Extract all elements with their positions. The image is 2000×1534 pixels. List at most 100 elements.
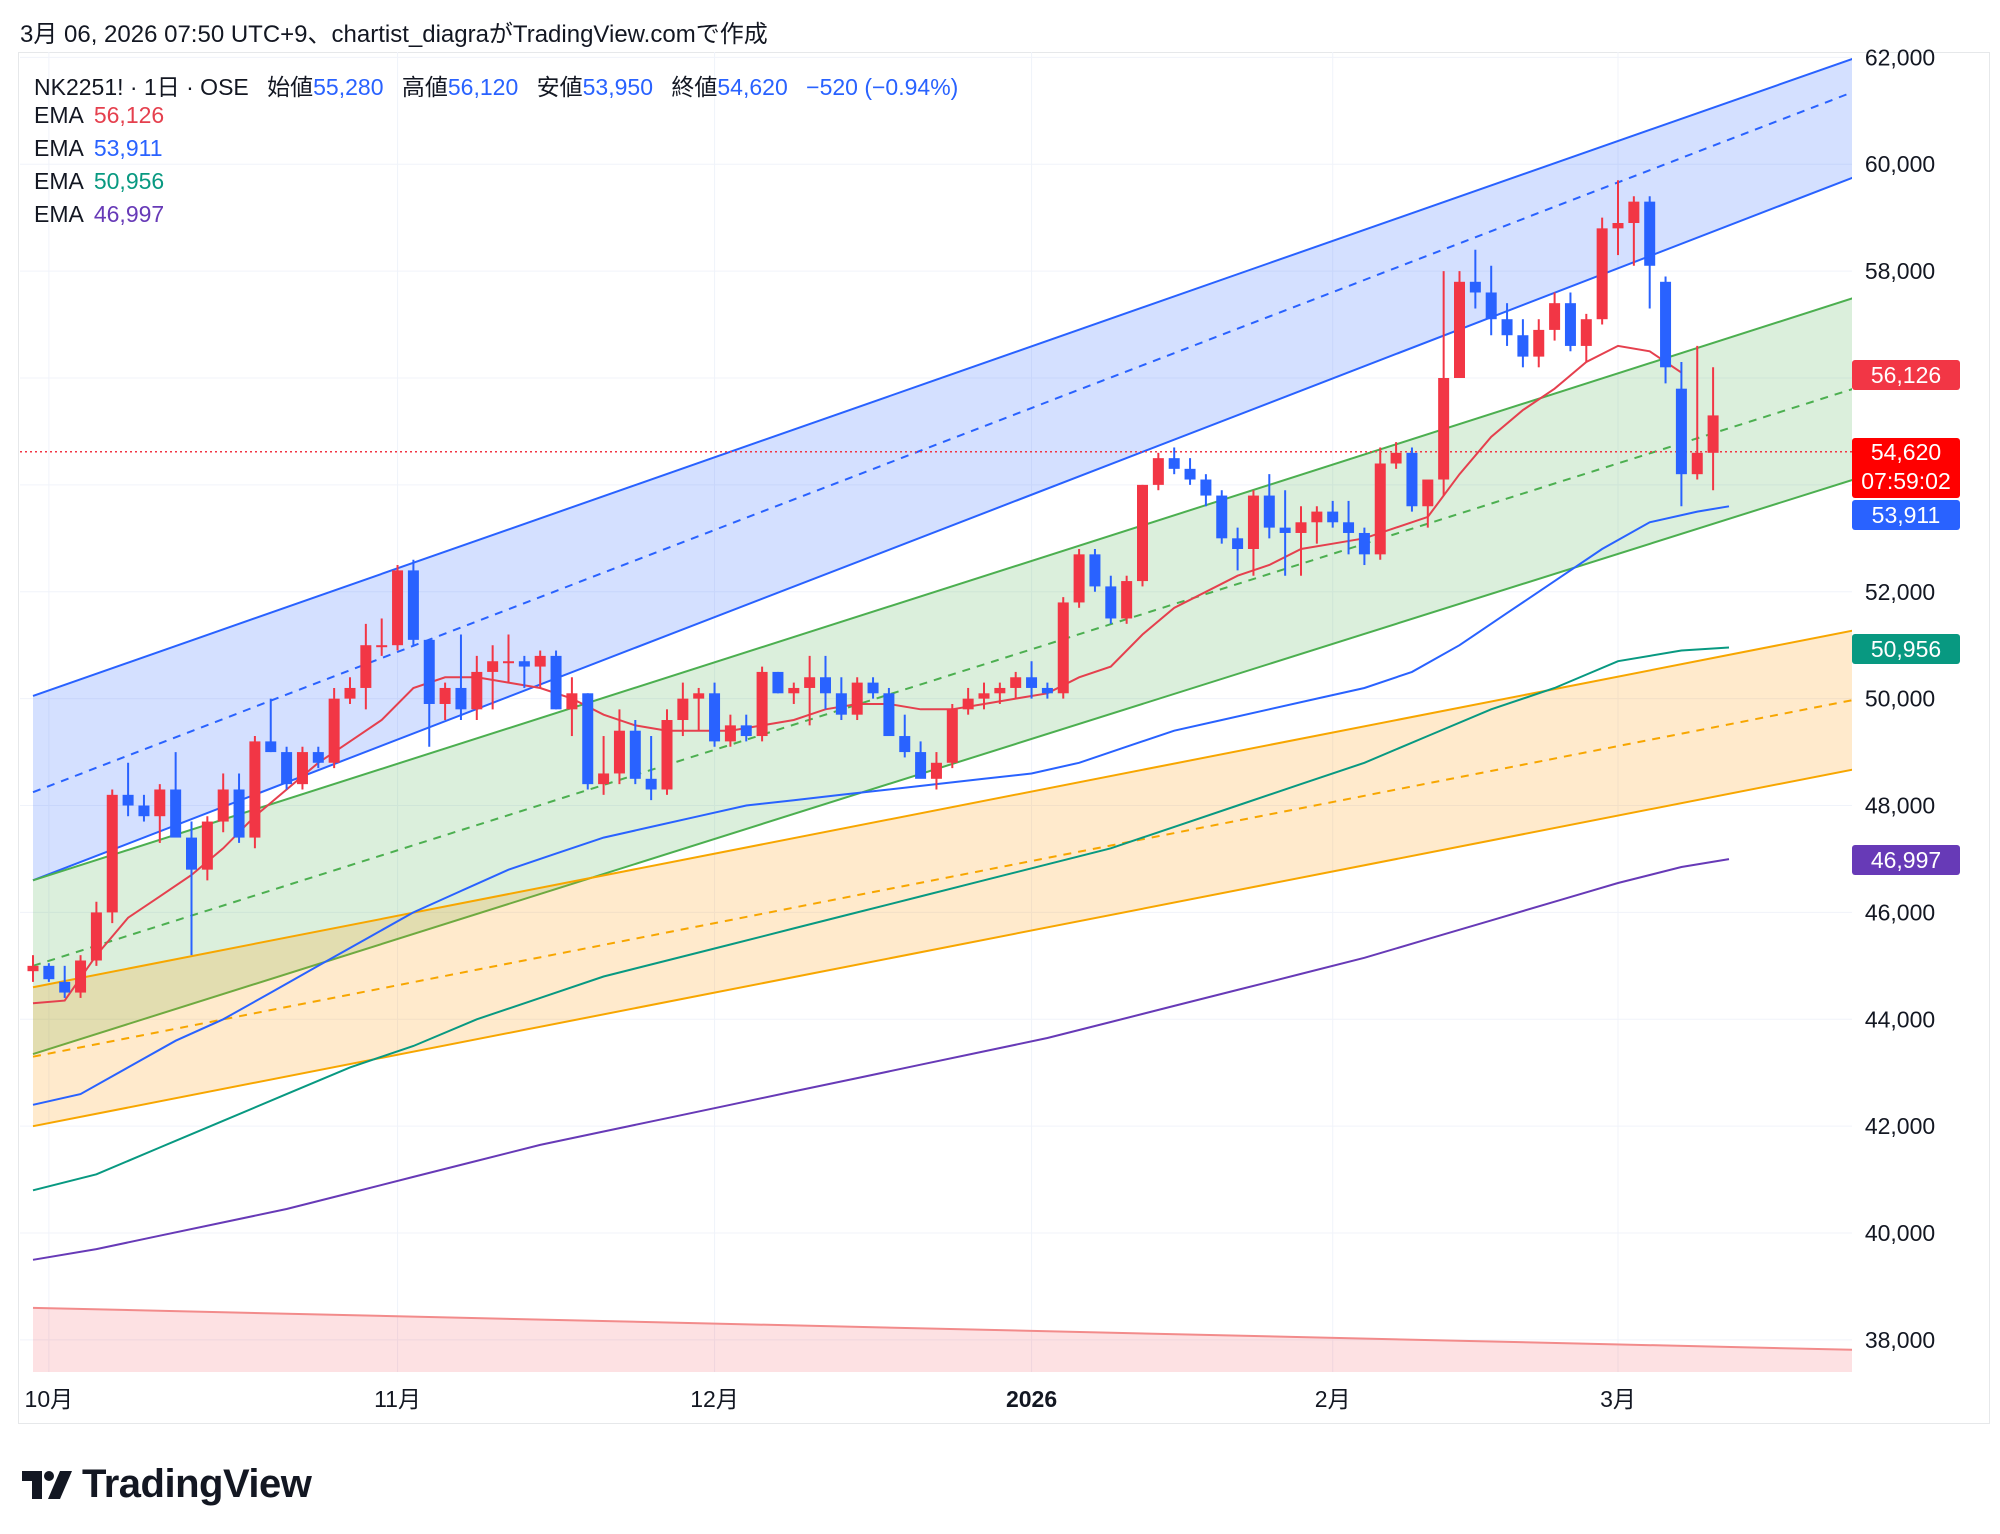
- candle-body: [90, 912, 102, 961]
- channel-green-fill: [33, 298, 1852, 1055]
- candle-body: [598, 773, 610, 785]
- ohlc-legend: NK2251! · 1日 · OSE 始値55,280 高値56,120 安値5…: [34, 68, 970, 102]
- ema-legend-3[interactable]: EMA 50,956: [34, 168, 164, 195]
- candle-body: [1358, 532, 1370, 555]
- chart-attribution: 3月 06, 2026 07:50 UTC+9、chartist_diagraが…: [20, 21, 768, 48]
- close-label: 終値: [671, 74, 718, 100]
- candle-body: [1390, 452, 1402, 464]
- candle-body: [75, 960, 87, 993]
- candle-body: [27, 965, 39, 972]
- candle-body: [1580, 319, 1592, 346]
- close-value: 54,620: [717, 74, 788, 100]
- candle-body: [233, 789, 245, 838]
- candle-body: [122, 794, 134, 806]
- candle-body: [1247, 495, 1259, 550]
- ema-legend-2[interactable]: EMA 53,911: [34, 135, 162, 162]
- ema-legend-4[interactable]: EMA 46,997: [34, 201, 164, 228]
- candle-body: [1089, 554, 1101, 587]
- ema3-price-tag: 50,956: [1852, 634, 1960, 664]
- candle-body: [629, 730, 641, 779]
- candle-body: [1501, 319, 1513, 336]
- candle-body: [1549, 303, 1561, 330]
- candle-body: [281, 752, 293, 785]
- candle-body: [1707, 415, 1719, 453]
- candle-body: [487, 661, 499, 672]
- candle-body: [1216, 495, 1228, 539]
- tradingview-logo[interactable]: TradingView: [22, 1462, 312, 1507]
- candle-body: [1263, 495, 1275, 528]
- candle-body: [154, 789, 166, 817]
- candle-body: [994, 687, 1006, 694]
- candle-body: [1311, 511, 1323, 523]
- y-tick-label: 44,000: [1865, 1006, 1935, 1032]
- ema-line-3: [32, 646, 1730, 1192]
- ema-line-4: [32, 858, 1730, 1261]
- candle-body: [186, 837, 197, 870]
- price-chart[interactable]: 38,000 40,000 42,000 44,000 46,000 48,000 50,0…: [0, 0, 2000, 1450]
- candle-body: [915, 752, 927, 779]
- candle-body: [1628, 201, 1640, 224]
- countdown-timer: 07:59:02: [1861, 468, 1951, 494]
- candle-body: [883, 693, 895, 737]
- candle-body: [677, 698, 689, 721]
- candle-body: [106, 794, 118, 913]
- candle-body: [1343, 522, 1355, 533]
- candle-body: [1232, 538, 1244, 550]
- candle-body: [962, 698, 974, 710]
- channel-green-lower-line: [32, 478, 1852, 1055]
- candle-body: [1644, 201, 1656, 266]
- candle-body: [503, 661, 514, 664]
- ema-legend-1[interactable]: EMA 56,126: [34, 102, 164, 129]
- candle-body: [1675, 388, 1687, 475]
- channel-red-upper-line: [32, 1306, 1852, 1351]
- candle-body: [1596, 228, 1608, 320]
- candle-body: [1041, 687, 1053, 694]
- y-tick-label: 42,000: [1865, 1113, 1935, 1139]
- candle-body: [851, 682, 863, 715]
- candle-body: [1691, 452, 1703, 475]
- candle-body: [978, 693, 990, 699]
- candle-body: [518, 661, 530, 667]
- candle-body: [265, 741, 277, 753]
- candle-body: [820, 677, 831, 694]
- candle-body: [423, 639, 435, 704]
- channel-green-upper-line: [32, 297, 1852, 882]
- channel-orange-fill: [33, 630, 1852, 1127]
- candle-body: [534, 655, 546, 667]
- candle-body: [1121, 581, 1133, 619]
- ema2-price-tag: 53,911: [1852, 500, 1960, 530]
- candle-body: [1327, 511, 1339, 523]
- open-label: 始値: [267, 74, 314, 100]
- channel-green-mid-line: [32, 388, 1852, 967]
- candle-body: [249, 741, 261, 838]
- candle-body: [772, 671, 784, 694]
- x-tick-label: 10月: [25, 1386, 74, 1412]
- high-label: 高値: [401, 74, 448, 100]
- ema-label: EMA: [34, 168, 84, 194]
- symbol-info[interactable]: NK2251! · 1日 · OSE: [34, 74, 249, 100]
- low-value: 53,950: [582, 74, 653, 100]
- candle-body: [1010, 677, 1022, 688]
- candle-body: [1295, 522, 1307, 533]
- candle-body: [392, 570, 404, 646]
- candle-body: [138, 805, 150, 817]
- ema1-price-tag: 56,126: [1852, 360, 1960, 390]
- candle-body: [946, 709, 958, 763]
- candle-body: [43, 965, 55, 980]
- candle-body: [1517, 335, 1529, 357]
- candle-body: [1374, 463, 1386, 555]
- candle-body: [201, 821, 213, 870]
- channel-blue-fill: [33, 59, 1852, 881]
- candle-body: [693, 693, 705, 699]
- last-price-tag: 54,620 07:59:02: [1852, 438, 1960, 498]
- candle-body: [788, 687, 800, 694]
- candle-body: [1200, 479, 1212, 496]
- x-tick-label: 2026: [1006, 1386, 1057, 1412]
- candle-body: [1485, 292, 1497, 320]
- candle-body: [566, 693, 578, 710]
- candle-body: [59, 981, 71, 993]
- channel-blue-upper-line: [32, 58, 1852, 697]
- candle-body: [1168, 458, 1180, 469]
- candle-body: [724, 725, 736, 742]
- y-tick-label: 50,000: [1865, 686, 1935, 712]
